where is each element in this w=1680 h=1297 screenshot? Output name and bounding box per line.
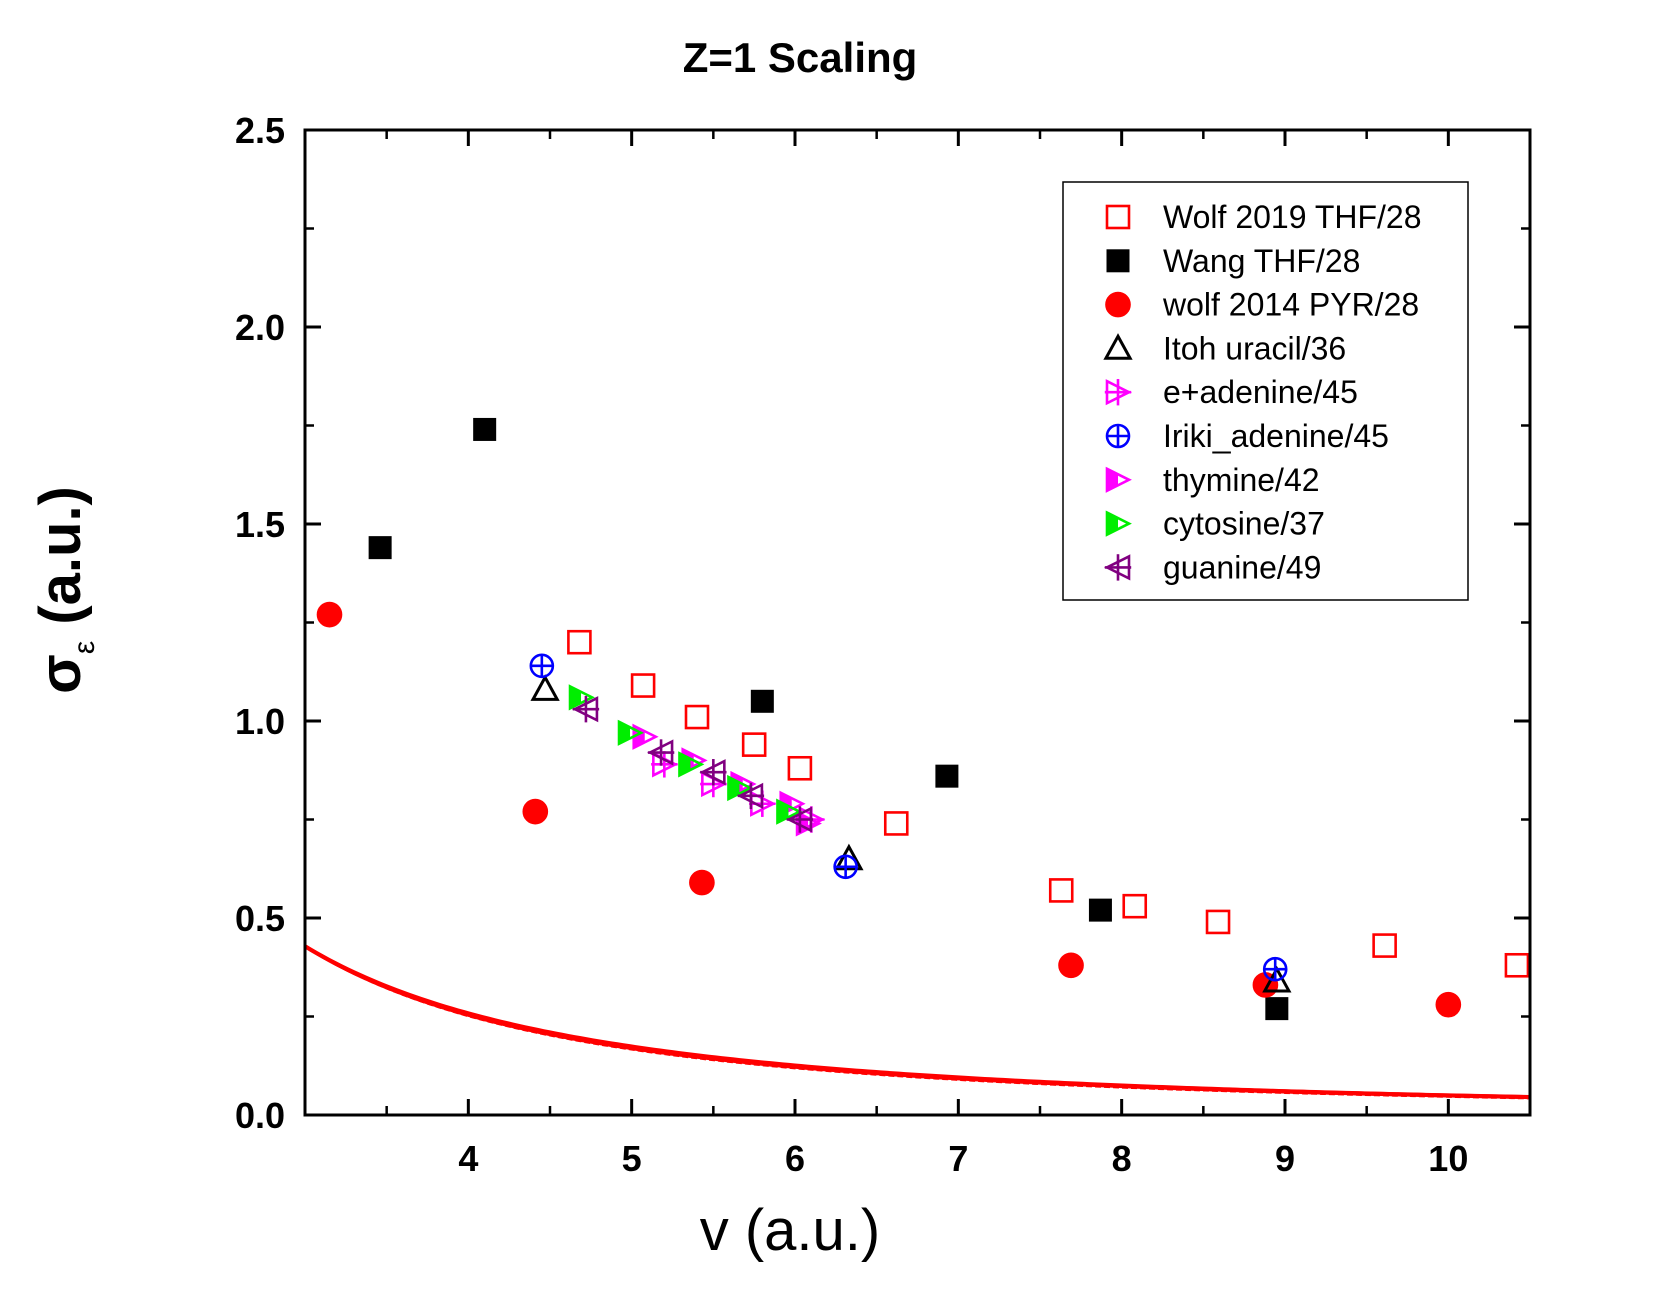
data-point [1262,956,1288,982]
data-point [935,764,959,788]
data-point [572,695,600,723]
x-tick-label: 7 [948,1138,968,1179]
y-axis-label-unit: (a.u.) [28,486,93,625]
data-point [684,704,710,730]
series-2 [368,417,1289,1021]
data-point [787,755,813,781]
series-3 [316,601,1462,1018]
legend-item: Wolf 2019 THF/28 [1105,199,1422,235]
series-6 [529,653,1288,982]
legend-marker [1104,554,1132,581]
data-point [1372,933,1397,958]
data-point [1435,991,1462,1018]
data-point [1122,893,1148,919]
legend-item: Iriki_adenine/45 [1105,418,1389,454]
legend-marker [1105,204,1131,230]
y-tick-label: 0.5 [235,898,285,939]
data-point [617,719,644,746]
legend-label: cytosine/37 [1163,506,1325,542]
legend-item: cytosine/37 [1105,506,1325,542]
data-point [368,536,392,560]
legend-marker [1105,466,1132,493]
legend-item: Wang THF/28 [1106,243,1360,279]
legend-label: thymine/42 [1163,462,1320,498]
data-point [678,751,705,778]
data-point [529,653,555,679]
data-point [1048,878,1074,903]
data-point [647,739,675,766]
legend-item: e+adenine/45 [1104,374,1358,410]
legend-label: Iriki_adenine/45 [1163,418,1389,454]
y-axis-label: σε (a.u.) [28,486,101,694]
legend-item: wolf 2014 PYR/28 [1105,287,1419,323]
legend-marker [1104,379,1132,406]
x-tick-label: 4 [458,1138,478,1179]
series-4 [530,674,1292,993]
data-point [316,601,343,628]
data-point [568,684,595,711]
data-markers [316,417,1530,1021]
data-point [1058,952,1084,979]
legend-item: guanine/49 [1104,549,1321,585]
data-point [741,732,767,757]
legend-label: wolf 2014 PYR/28 [1162,287,1419,323]
data-point [776,798,803,825]
x-tick-label: 9 [1275,1138,1295,1179]
legend-label: Wang THF/28 [1163,243,1360,279]
data-point [727,774,754,802]
data-point [530,674,560,701]
y-axis-label-symbol: σ [28,654,93,694]
legend-label: e+adenine/45 [1163,374,1358,410]
y-tick-label: 2.5 [235,110,285,151]
data-point [1088,898,1112,922]
legend-label: Itoh uracil/36 [1163,330,1346,366]
x-tick-label: 8 [1112,1138,1132,1179]
series-8 [568,684,803,825]
legend-marker [1105,423,1131,449]
data-point [1205,909,1231,935]
data-point [750,689,774,713]
chart-title: Z=1 Scaling [683,34,918,81]
data-point [1504,952,1530,978]
series-9 [572,695,814,833]
legend-label: guanine/49 [1163,549,1321,585]
data-point [1265,997,1289,1021]
data-point [630,673,656,698]
data-point [834,843,864,871]
legend: Wolf 2019 THF/28 Wang THF/28 wolf 2014 PYR… [1062,181,1469,601]
legend-label: Wolf 2019 THF/28 [1163,199,1422,235]
data-point [833,854,858,880]
y-tick-label: 2.0 [235,307,285,348]
legend-marker [1105,510,1132,537]
data-point [883,811,909,836]
x-tick-label: 6 [785,1138,805,1179]
data-point [632,723,659,750]
x-tick-label: 5 [622,1138,642,1179]
legend-marker [1105,291,1131,318]
legend-marker [1103,333,1133,360]
x-tick-label: 10 [1428,1138,1468,1179]
fit-curves [303,944,1531,1100]
data-point [473,417,497,441]
x-axis-label: v (a.u.) [700,1198,881,1263]
y-axis-label-subscript: ε [68,641,101,654]
data-point [522,798,549,825]
data-point [699,759,727,786]
data-point [567,629,592,655]
legend-marker [1106,249,1130,273]
fit-curve-6 [304,945,1531,1100]
data-point [736,782,765,810]
y-tick-label: 1.5 [235,504,285,545]
y-tick-label: 1.0 [235,701,285,742]
y-tick-label: 0.0 [235,1095,285,1136]
svg-text:σε (a.u.): σε (a.u.) [28,486,101,694]
data-point [785,806,814,833]
legend-item: thymine/42 [1105,462,1320,498]
data-point [689,869,715,896]
axes: 4 5 6 7 8 9 10 0.0 0.5 1.0 1.5 2.0 2.5 [235,110,1532,1179]
series-1 [567,629,1530,978]
legend-item: Itoh uracil/36 [1103,330,1346,366]
